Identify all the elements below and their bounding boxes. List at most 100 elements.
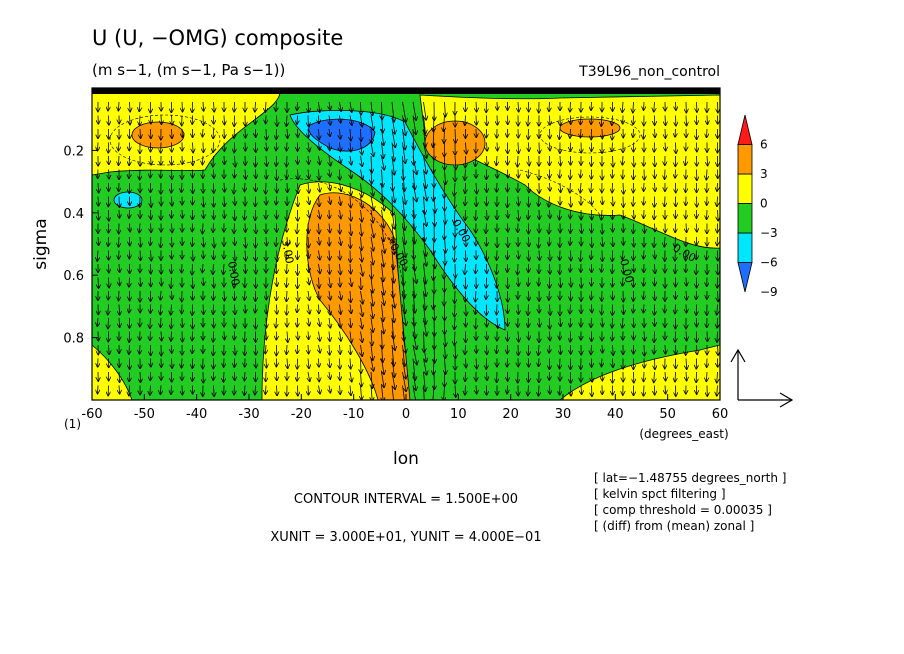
vector-arrow	[402, 358, 406, 379]
vector-arrow	[361, 196, 363, 208]
vector-arrow	[550, 263, 551, 274]
vector-arrow	[392, 344, 394, 366]
vector-arrow	[403, 277, 405, 299]
vector-arrow	[371, 142, 374, 157]
colorbar-label: 0	[760, 197, 768, 211]
vector-arrow	[518, 331, 519, 342]
vector-arrow	[308, 331, 309, 340]
vector-arrow	[423, 317, 427, 336]
vector-arrow	[244, 290, 245, 300]
vector-arrow	[340, 155, 341, 163]
vector-arrow	[235, 155, 236, 167]
vector-arrow	[529, 236, 530, 246]
vector-arrow	[445, 236, 446, 253]
vector-arrow	[244, 182, 245, 191]
vector-arrow	[475, 155, 476, 166]
vector-arrow	[434, 250, 435, 269]
vector-arrow	[402, 385, 405, 400]
vector-arrow	[172, 290, 173, 299]
vector-arrow	[465, 169, 466, 181]
vector-arrow	[433, 155, 434, 173]
vector-arrow	[213, 155, 214, 167]
vector-arrow	[433, 128, 434, 147]
vector-arrow	[403, 209, 405, 230]
vector-arrow	[340, 331, 341, 341]
colorbar-label: −3	[760, 226, 778, 240]
vector-arrow	[361, 358, 362, 374]
vector-arrow	[686, 358, 687, 370]
vector-arrow	[319, 142, 320, 150]
colorbar-swatch	[737, 144, 753, 175]
vector-arrow	[707, 155, 708, 166]
vector-arrow	[644, 223, 645, 233]
vector-arrow	[413, 209, 414, 230]
vector-arrow	[423, 236, 427, 256]
vector-arrow	[413, 169, 415, 190]
vector-arrow	[591, 344, 592, 354]
vector-arrow	[412, 371, 416, 390]
vector-arrow	[297, 371, 298, 381]
vector-arrow	[350, 169, 351, 179]
vector-arrow	[475, 290, 476, 302]
vector-arrow	[371, 250, 373, 265]
vector-arrow	[308, 223, 309, 234]
vector-arrow	[266, 128, 267, 140]
vector-arrow	[580, 115, 581, 125]
note-line: [ lat=−1.48755 degrees_north ]	[594, 471, 786, 485]
vector-arrow	[319, 155, 320, 165]
vector-arrow	[265, 385, 266, 395]
vector-arrow	[171, 331, 172, 342]
vector-arrow	[655, 263, 656, 273]
vector-arrow	[255, 385, 256, 395]
vector-arrow	[560, 344, 561, 354]
x-axis: -60 -50 -40 -30 -20 -10 0 10 20 30 40 50 60	[81, 394, 728, 422]
vector-arrow	[433, 263, 434, 280]
vector-arrow	[412, 344, 417, 365]
vector-arrow	[340, 182, 342, 191]
vector-arrow	[329, 169, 330, 177]
vector-arrow	[592, 371, 593, 382]
colorbar-swatch	[737, 203, 753, 234]
vector-arrow	[308, 182, 309, 193]
vector-arrow	[444, 128, 445, 143]
vector-arrow	[340, 277, 341, 287]
vector-arrow	[235, 304, 236, 315]
vector-arrow	[412, 182, 417, 202]
vector-arrow	[549, 223, 550, 234]
vector-arrow	[308, 142, 309, 152]
vector-arrow	[496, 263, 497, 274]
x-tick-label: 30	[555, 407, 572, 422]
vector-arrow	[454, 277, 455, 289]
vector-arrow	[403, 344, 405, 366]
run-label: T39L96_non_control	[578, 64, 720, 80]
x-tick-label: -10	[343, 407, 364, 422]
vector-arrow	[329, 277, 330, 288]
vector-arrow	[276, 101, 277, 111]
vector-arrow	[329, 290, 330, 300]
vector-arrow	[119, 371, 120, 382]
vector-arrow	[319, 331, 320, 341]
vector-arrow	[433, 385, 434, 400]
vector-arrow	[413, 277, 415, 298]
colorbar-label: 6	[760, 138, 768, 152]
vector-arrow	[487, 142, 488, 151]
vector-arrow	[424, 277, 426, 297]
vector-arrow	[601, 209, 602, 220]
y-tick-label: 0.6	[63, 269, 84, 284]
vector-arrow	[244, 385, 245, 396]
vector-arrow	[108, 304, 109, 315]
vector-arrow	[361, 182, 362, 197]
vector-arrow	[371, 304, 373, 319]
contour-label: 0.00	[617, 257, 636, 284]
vector-arrow	[98, 209, 99, 220]
vector-arrow	[286, 115, 287, 127]
colorbar: 6 3 0 −3 −6 −9	[737, 114, 778, 299]
vector-arrow	[382, 290, 385, 305]
vector-arrow	[423, 250, 427, 266]
x-tick-label: -50	[134, 407, 155, 422]
x-tick-label: -20	[291, 407, 312, 422]
vector-arrow	[644, 331, 645, 341]
vector-arrow	[361, 128, 362, 141]
vector-arrow	[643, 128, 644, 139]
